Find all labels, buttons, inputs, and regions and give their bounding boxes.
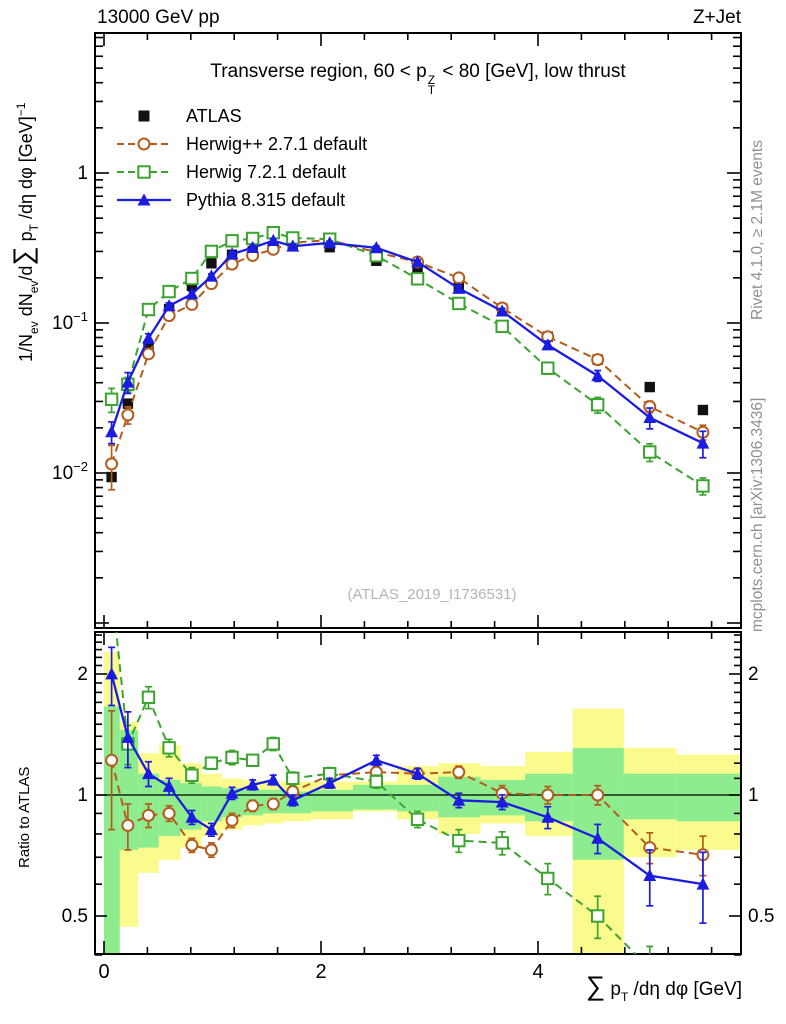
axis-title-part: ev — [27, 280, 41, 294]
main-y-tick-label: 10−1 — [52, 309, 88, 334]
panel-title-prefix: Transverse region, 60 < p — [210, 61, 427, 82]
ratio-uncertainty-bands — [104, 651, 741, 954]
axis-title-part: 1/N — [16, 333, 36, 362]
axis-title-part: dN — [16, 293, 36, 322]
ratio-y-tick-label-right: 1 — [748, 785, 759, 806]
watermark: (ATLAS_2019_I1736531) — [347, 586, 517, 603]
axis-title-part: ∑ — [8, 246, 38, 266]
legend: ATLAS Herwig++ 2.7.1 default Herwig 7.2.… — [116, 102, 367, 214]
series-ratio-pythia-8-315-default — [105, 646, 710, 924]
legend-label: Herwig++ 2.7.1 default — [186, 133, 368, 154]
legend-swatch-pythia — [117, 193, 171, 206]
axis-title-part: p — [16, 231, 36, 247]
legend-swatch-atlas — [138, 110, 150, 122]
axis-title-part: p — [605, 979, 621, 1000]
band-green — [623, 773, 677, 820]
legend-label: ATLAS — [186, 105, 242, 126]
legend-label: Pythia 8.315 default — [186, 189, 346, 210]
axis-ticks — [95, 33, 741, 956]
x-tick-label: 4 — [532, 961, 543, 983]
axis-title-part: /dη dφ [GeV] — [628, 979, 742, 1000]
legend-label: Herwig 7.2.1 default — [186, 161, 347, 182]
legend-item-pythia: Pythia 8.315 default — [116, 186, 367, 214]
legend-swatch-herwig7 — [117, 165, 171, 179]
band-green — [311, 789, 354, 812]
ratio-y-tick-label-right: 0.5 — [748, 906, 774, 927]
main-panel-series — [104, 225, 710, 496]
axis-title-part: /d — [16, 265, 36, 281]
legend-item-herwig7: Herwig 7.2.1 default — [116, 158, 367, 186]
axis-title-part: T — [620, 990, 629, 1004]
ratio-y-tick-label-right: 2 — [748, 664, 759, 685]
x-tick-label: 0 — [98, 961, 109, 983]
axis-title-part: T — [27, 223, 41, 232]
rivet-version-note: Rivet 4.1.0, ≥ 2.1M events — [749, 140, 766, 320]
mcplots-arxiv-note: mcplots.cern.ch [arXiv:1306.3436] — [749, 397, 766, 632]
panel-title-sub: T — [427, 83, 436, 97]
legend-item-atlas: ATLAS — [116, 102, 367, 130]
ratio-y-axis-title: Ratio to ATLAS — [16, 766, 33, 868]
header-process-label: Z+Jet — [692, 7, 741, 28]
series-main-pythia-8-315-default — [105, 233, 710, 459]
ratio-y-tick-label-left: 2 — [77, 664, 88, 685]
main-y-tick-label: 1 — [77, 163, 88, 184]
series-ratio-herwig-7-2-1-default — [115, 632, 654, 954]
band-green — [396, 784, 439, 812]
x-axis-title: ∑ pT /dη dφ [GeV] — [586, 971, 742, 1004]
y-axis-title: 1/Nev dNev/d∑ pT /dη dφ [GeV]−1 — [8, 103, 41, 362]
x-tick-label: 2 — [315, 961, 326, 983]
axis-title-part: −1 — [14, 102, 28, 117]
main-y-tick-label: 10−2 — [52, 459, 88, 484]
band-green — [676, 773, 741, 822]
legend-swatch-herwigpp — [117, 137, 171, 151]
header-beam-label: 13000 GeV pp — [97, 7, 220, 28]
axis-title-part: ev — [27, 321, 41, 334]
series-main-herwig-7-2-1-default — [104, 225, 710, 496]
ratio-panel-series — [105, 632, 710, 954]
axis-title-part: ∑ — [585, 971, 606, 1001]
panel-title-suffix: < 80 [GeV], low thrust — [437, 61, 626, 82]
panel-title-sup: Z — [427, 73, 436, 87]
axis-title-part: /dη dφ [GeV] — [16, 116, 36, 224]
ratio-y-tick-label-left: 0.5 — [62, 906, 88, 927]
tick-labels: 1 10−1 10−2 2 2 1 1 0.5 0.5 0 2 4 — [52, 163, 774, 983]
legend-item-herwigpp: Herwig++ 2.7.1 default — [116, 130, 367, 158]
ratio-y-tick-label-left: 1 — [77, 785, 88, 806]
